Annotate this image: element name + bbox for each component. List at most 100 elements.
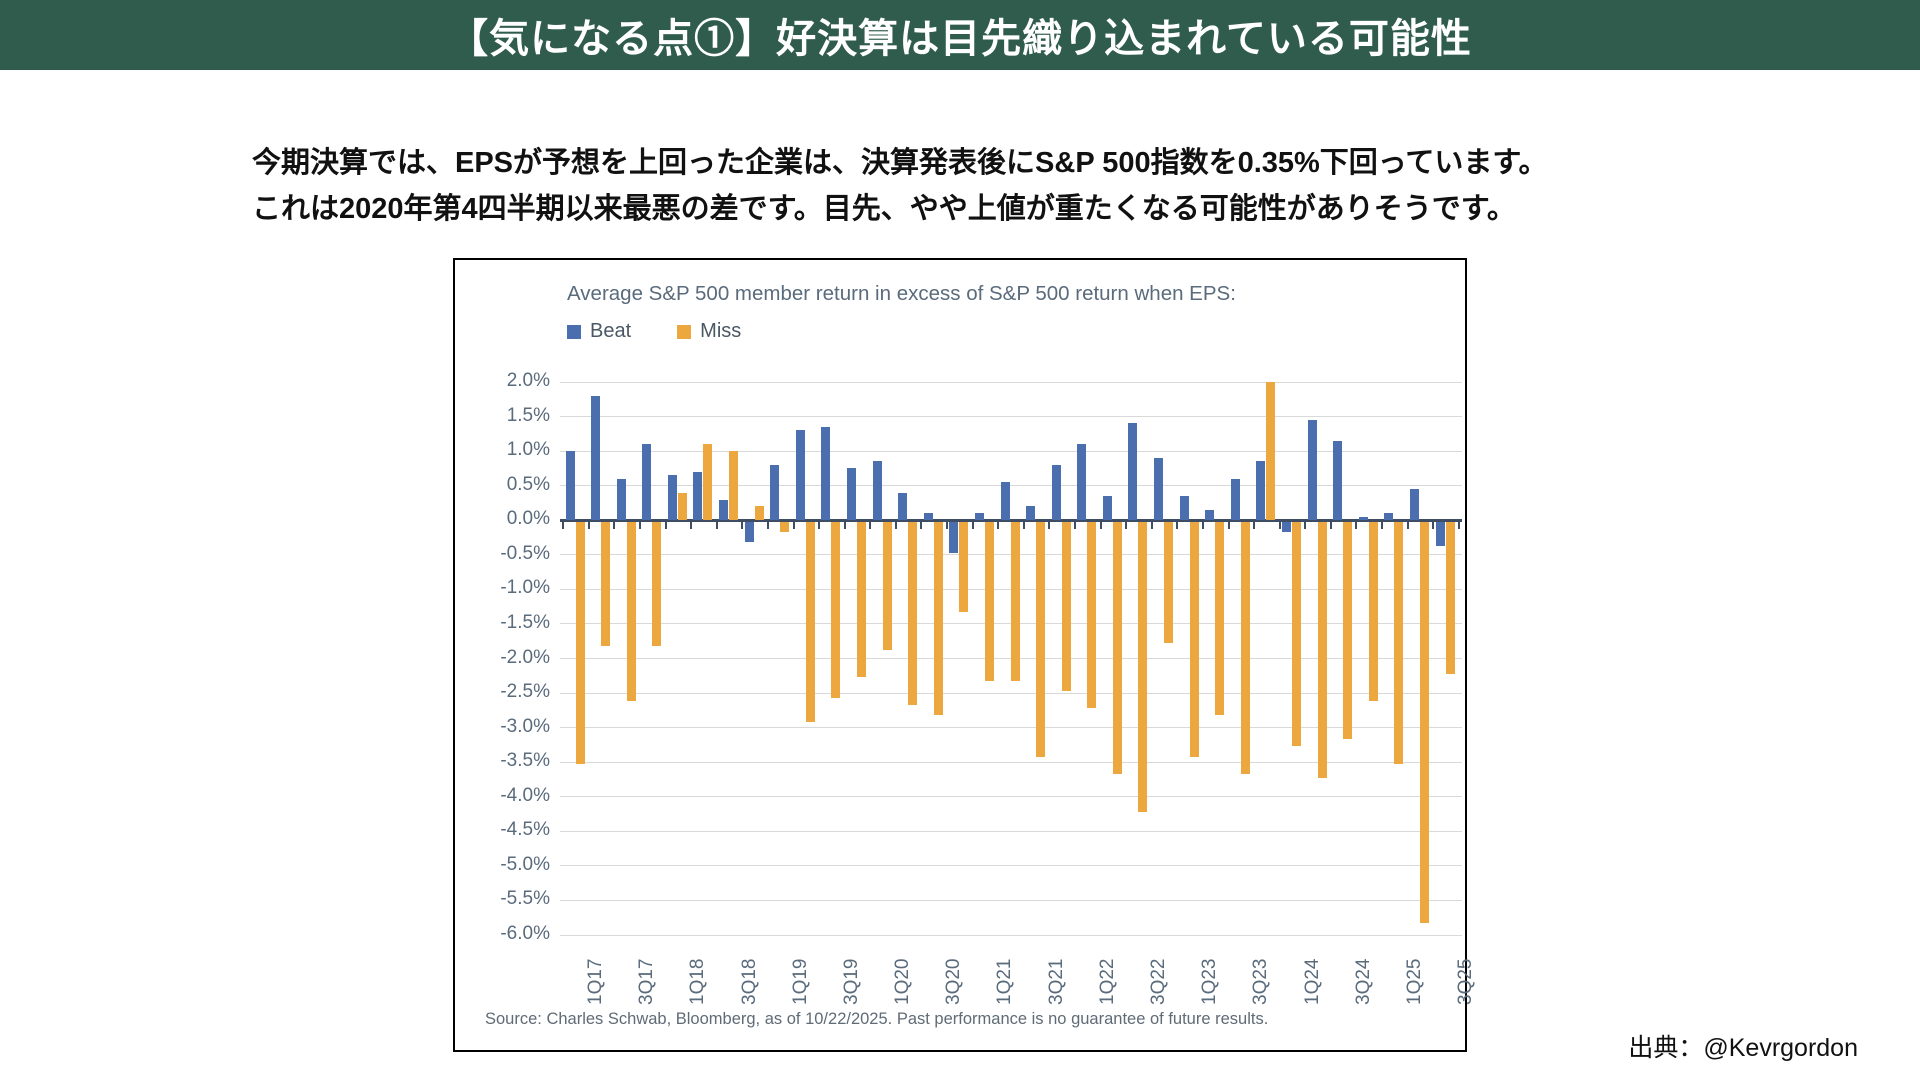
bar-beat-1Q24 <box>1282 521 1292 533</box>
bar-beat-4Q17 <box>642 444 652 521</box>
bar-miss-2Q20 <box>908 521 918 705</box>
x-axis-tick-label: 1Q25 <box>1403 958 1425 1005</box>
source-note: Source: Charles Schwab, Bloomberg, as of… <box>485 1010 1269 1028</box>
bar-beat-3Q21 <box>1026 506 1036 521</box>
x-axis-tick <box>1048 521 1051 529</box>
x-axis-tick <box>869 521 872 529</box>
zero-axis-line <box>560 518 1462 522</box>
bar-beat-1Q18 <box>667 475 677 521</box>
x-axis-tick <box>1278 521 1281 529</box>
x-axis-tick-label: 1Q24 <box>1301 958 1323 1005</box>
bar-miss-1Q20 <box>882 521 892 650</box>
x-axis-tick-label: 1Q21 <box>994 958 1016 1005</box>
x-axis-tick <box>843 521 846 529</box>
x-axis-tick <box>1432 521 1435 529</box>
bar-beat-2Q19 <box>795 430 805 521</box>
bar-miss-4Q20 <box>959 521 969 612</box>
x-axis-tick <box>1022 521 1025 529</box>
intro-text: 今期決算では、EPSが予想を上回った企業は、決算発表後にS&P 500指数を0.… <box>252 140 1702 232</box>
bar-miss-1Q18 <box>677 492 687 521</box>
x-axis-tick-label: 3Q23 <box>1250 958 1272 1005</box>
x-axis-tick <box>1125 521 1128 529</box>
x-axis-tick <box>664 521 667 529</box>
x-axis-tick <box>1329 521 1332 529</box>
gridline <box>560 865 1462 867</box>
x-axis-tick <box>1355 521 1358 529</box>
x-axis-tick-label: 1Q19 <box>789 958 811 1005</box>
bar-miss-2Q18 <box>703 444 713 521</box>
bar-beat-4Q24 <box>1358 516 1368 521</box>
bar-miss-1Q24 <box>1292 521 1302 747</box>
plot-area: 2.0% 1.5% 1.0% 0.5% 0.0% -0.5% -1.0% -1.5% -2.0%… <box>455 260 1476 1054</box>
y-axis-tick-label: -4.5% <box>500 819 550 841</box>
bar-miss-1Q17 <box>575 521 585 764</box>
gridline <box>560 485 1462 487</box>
gridline <box>560 727 1462 729</box>
x-axis-tick-label: 3Q20 <box>943 958 965 1005</box>
x-axis-tick-label: 3Q25 <box>1455 958 1477 1005</box>
bar-miss-1Q25 <box>1394 521 1404 764</box>
bar-miss-3Q17 <box>626 521 636 702</box>
bar-beat-1Q25 <box>1384 513 1394 521</box>
gridline <box>560 381 1462 383</box>
y-axis-tick-label: -3.0% <box>500 715 550 737</box>
bar-beat-1Q22 <box>1077 444 1087 521</box>
bar-miss-3Q19 <box>831 521 841 699</box>
x-axis-tick <box>1406 521 1409 529</box>
x-axis-tick <box>562 521 565 529</box>
x-axis-tick <box>1253 521 1256 529</box>
bar-beat-2Q20 <box>898 492 908 521</box>
x-axis-tick <box>1176 521 1179 529</box>
bar-beat-4Q23 <box>1256 461 1266 521</box>
page-title: 【気になる点①】好決算は目先織り込まれている可能性 <box>448 17 1472 61</box>
bar-beat-4Q21 <box>1051 464 1061 521</box>
bar-miss-1Q21 <box>984 521 994 681</box>
bar-beat-1Q19 <box>770 464 780 521</box>
y-axis-tick-label: -3.5% <box>500 750 550 772</box>
x-axis-tick <box>1381 521 1384 529</box>
header-bar: 【気になる点①】好決算は目先織り込まれている可能性 <box>0 0 1920 70</box>
bar-beat-4Q22 <box>1154 458 1164 521</box>
gridline <box>560 416 1462 418</box>
chart-legend: Beat Miss <box>567 320 741 343</box>
bar-miss-3Q18 <box>729 451 739 521</box>
bar-beat-4Q18 <box>744 521 754 543</box>
y-axis-tick-label: -5.5% <box>500 888 550 910</box>
y-axis-tick-label: -1.5% <box>500 611 550 633</box>
intro-line-1: 今期決算では、EPSが予想を上回った企業は、決算発表後にS&P 500指数を0.… <box>252 147 1548 179</box>
bar-beat-2Q23 <box>1205 509 1215 521</box>
bar-beat-2Q17 <box>591 395 601 521</box>
x-axis-tick-label: 1Q23 <box>1199 958 1221 1005</box>
x-axis-tick <box>690 521 693 529</box>
x-axis-tick <box>1150 521 1153 529</box>
bar-beat-3Q20 <box>923 513 933 521</box>
bar-miss-1Q22 <box>1087 521 1097 709</box>
bar-miss-3Q24 <box>1343 521 1353 740</box>
bar-beat-2Q25 <box>1409 489 1419 521</box>
bar-miss-3Q22 <box>1138 521 1148 813</box>
bar-beat-2Q24 <box>1307 420 1317 521</box>
x-axis-tick <box>997 521 1000 529</box>
y-axis-tick-label: -5.0% <box>500 853 550 875</box>
x-axis-tick <box>920 521 923 529</box>
legend-label-beat: Beat <box>590 320 632 342</box>
x-axis-tick-label: 3Q17 <box>636 958 658 1005</box>
bar-miss-4Q24 <box>1368 521 1378 702</box>
bar-miss-3Q21 <box>1036 521 1046 757</box>
bar-miss-3Q23 <box>1240 521 1250 775</box>
x-axis-tick <box>638 521 641 529</box>
bar-miss-2Q24 <box>1317 521 1327 778</box>
bar-miss-1Q19 <box>780 521 790 533</box>
y-axis-tick-label: -1.0% <box>500 577 550 599</box>
bar-miss-3Q25 <box>1445 521 1455 674</box>
y-axis-tick-label: 1.0% <box>506 439 550 461</box>
x-axis-tick <box>1304 521 1307 529</box>
bar-beat-3Q23 <box>1230 478 1240 521</box>
gridline <box>560 450 1462 452</box>
bar-miss-2Q21 <box>1010 521 1020 681</box>
bar-miss-4Q23 <box>1266 382 1276 521</box>
y-axis-tick-label: 1.5% <box>506 404 550 426</box>
bar-beat-1Q20 <box>872 461 882 521</box>
bar-miss-4Q17 <box>652 521 662 647</box>
bar-miss-4Q18 <box>754 506 764 521</box>
